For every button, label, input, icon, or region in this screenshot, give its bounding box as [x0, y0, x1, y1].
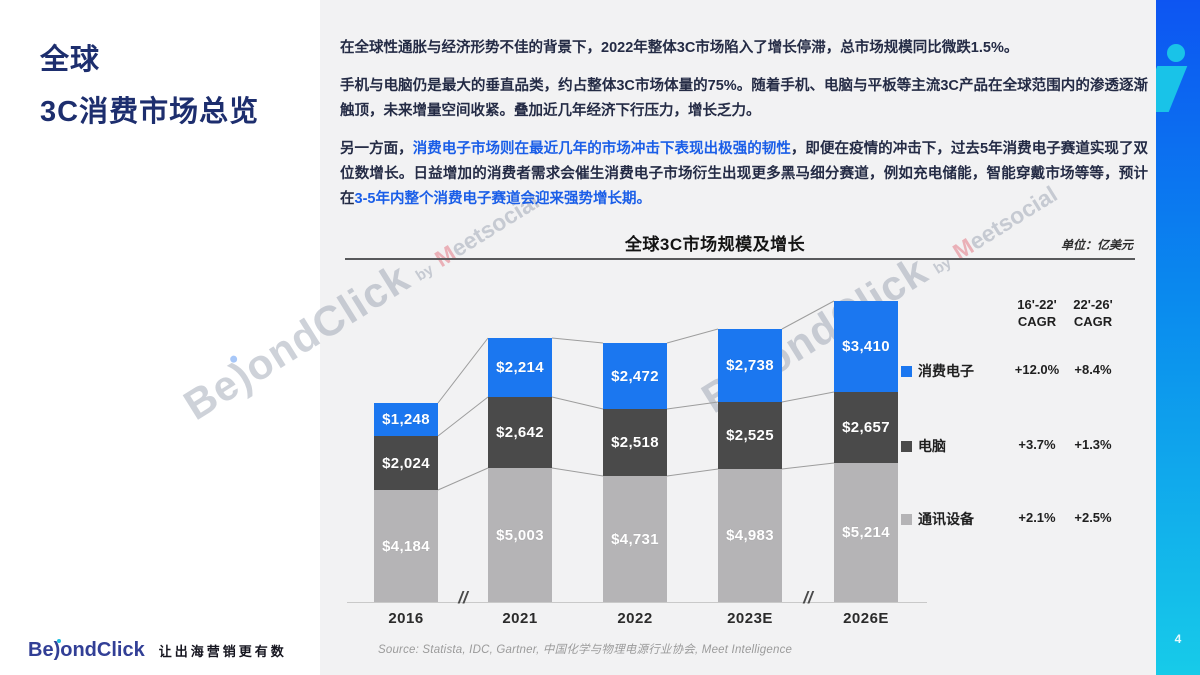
legend-item-电脑: 电脑: [901, 436, 946, 456]
bar-segment-2023E-消费电子: $2,738: [718, 329, 782, 402]
x-axis-label-2023E: 2023E: [727, 610, 773, 627]
x-axis-label-2026E: 2026E: [843, 610, 889, 627]
bar-value-label: $3,410: [842, 338, 890, 355]
bar-value-label: $2,642: [496, 424, 544, 441]
cagr-header-2: 22'-26' CAGR: [1073, 297, 1113, 329]
paragraph-1: 在全球性通胀与经济形势不佳的背景下，2022年整体3C市场陷入了增长停滞，总市场…: [340, 40, 1019, 56]
cagr-value-消费电子-2: +8.4%: [1074, 362, 1112, 377]
bar-segment-2021-电脑: $2,642: [488, 397, 552, 468]
bar-segment-2023E-电脑: $2,525: [718, 402, 782, 469]
cagr-value-通讯设备-2: +2.5%: [1074, 510, 1112, 525]
bar-value-label: $2,518: [611, 434, 659, 451]
cagr-value-消费电子-1: +12.0%: [1014, 362, 1060, 377]
x-axis-label-2021: 2021: [502, 610, 538, 627]
legend-label: 消费电子: [918, 363, 974, 379]
slide-title-line1: 全球: [40, 44, 101, 76]
paragraph-2: 手机与电脑仍是最大的垂直品类，约占整体3C市场体量的75%。随着手机、电脑与平板…: [340, 78, 1148, 119]
bar-segment-2023E-通讯设备: $4,983: [718, 469, 782, 602]
footer-tagline: 让出海营销更有数: [158, 644, 287, 659]
bar-value-label: $5,214: [842, 524, 890, 541]
bar-value-label: $2,525: [726, 427, 774, 444]
x-axis-label-2016: 2016: [388, 610, 424, 627]
bar-segment-2026E-消费电子: $3,410: [834, 301, 898, 392]
cagr-header-1: 16'-22' CAGR: [1017, 297, 1057, 329]
chart-title-divider: [345, 258, 1135, 260]
chart-unit-label: 单位：亿美元: [1060, 238, 1133, 252]
bar-value-label: $4,731: [611, 530, 659, 548]
bar-value-label: $5,003: [496, 526, 544, 544]
bar-value-label: $2,738: [726, 357, 774, 374]
axis-break-icon: //: [803, 588, 813, 607]
beyondclick-logo: Be) ondClick: [28, 639, 145, 661]
bar-value-label: $1,248: [382, 411, 430, 428]
slide-title-line2: 3C消费市场总览: [40, 96, 260, 128]
brand-mark-dot-icon: [1167, 44, 1185, 62]
bar-value-label: $2,657: [842, 419, 890, 436]
chart-source: Source: Statista, IDC, Gartner, 中国化学与物理电…: [378, 644, 793, 656]
highlight-text-1: 消费电子市场则在最近几年的市场冲击下表现出极强的韧性: [412, 141, 791, 157]
bar-segment-2026E-通讯设备: $5,214: [834, 463, 898, 602]
bar-value-label: $4,983: [726, 527, 774, 544]
paragraph-3: 另一方面，消费电子市场则在最近几年的市场冲击下表现出极强的韧性，即便在疫情的冲击…: [340, 141, 1149, 207]
x-axis-label-2022: 2022: [617, 610, 653, 627]
legend-swatch-icon: [901, 513, 912, 525]
cagr-value-电脑-1: +3.7%: [1018, 437, 1056, 452]
bar-segment-2026E-电脑: $2,657: [834, 392, 898, 463]
bar-segment-2022-电脑: $2,518: [603, 409, 667, 476]
legend-swatch-icon: [901, 440, 912, 452]
bar-value-label: $2,214: [496, 359, 544, 376]
legend-swatch-icon: [901, 365, 912, 377]
highlight-text-2: 3-5年内整个消费电子赛道会迎来强势增长期。: [354, 191, 651, 207]
page-number: 4: [1174, 632, 1182, 646]
bar-segment-2021-通讯设备: $5,003: [488, 468, 552, 602]
axis-break-icon: //: [458, 588, 468, 607]
legend-item-消费电子: 消费电子: [901, 361, 974, 381]
footer-brand: Be) ondClick 让出海营销更有数: [28, 639, 287, 662]
body-copy: 在全球性通胀与经济形势不佳的背景下，2022年整体3C市场陷入了增长停滞，总市场…: [340, 36, 1148, 225]
legend-label: 通讯设备: [918, 511, 974, 527]
bar-segment-2022-消费电子: $2,472: [603, 343, 667, 409]
slide-title: 全球 3C消费市场总览: [40, 34, 259, 138]
cagr-value-电脑-2: +1.3%: [1074, 437, 1112, 452]
plot-area: $1,248 $2,024 $4,184 2016 $2,214 $2,642 $5,003…: [345, 228, 1155, 668]
brand-mark-slash-icon: [1156, 66, 1188, 112]
legend-item-通讯设备: 通讯设备: [901, 509, 974, 529]
bar-value-label: $2,472: [611, 367, 659, 385]
legend-label: 电脑: [918, 438, 946, 454]
connector-lines: [437, 300, 835, 491]
bar-value-label: $2,024: [382, 454, 430, 472]
chart-title: 全球3C市场规模及增长: [624, 235, 806, 254]
bar-segment-2021-消费电子: $2,214: [488, 338, 552, 397]
bar-segment-2016-电脑: $2,024: [374, 436, 438, 490]
cagr-value-通讯设备-1: +2.1%: [1018, 510, 1056, 525]
chart-global-3c-market: 全球3C市场规模及增长 单位：亿美元 $1,248 $2,024 $4,184 201…: [345, 228, 1155, 668]
bar-segment-2016-通讯设备: $4,184: [374, 490, 438, 602]
bar-segment-2022-通讯设备: $4,731: [603, 476, 667, 602]
right-accent-bar: [1156, 0, 1200, 675]
bar-value-label: $4,184: [382, 537, 430, 555]
bar-segment-2016-消费电子: $1,248: [374, 403, 438, 436]
logo-dot-icon: [57, 639, 62, 643]
x-axis-line: [347, 602, 927, 603]
